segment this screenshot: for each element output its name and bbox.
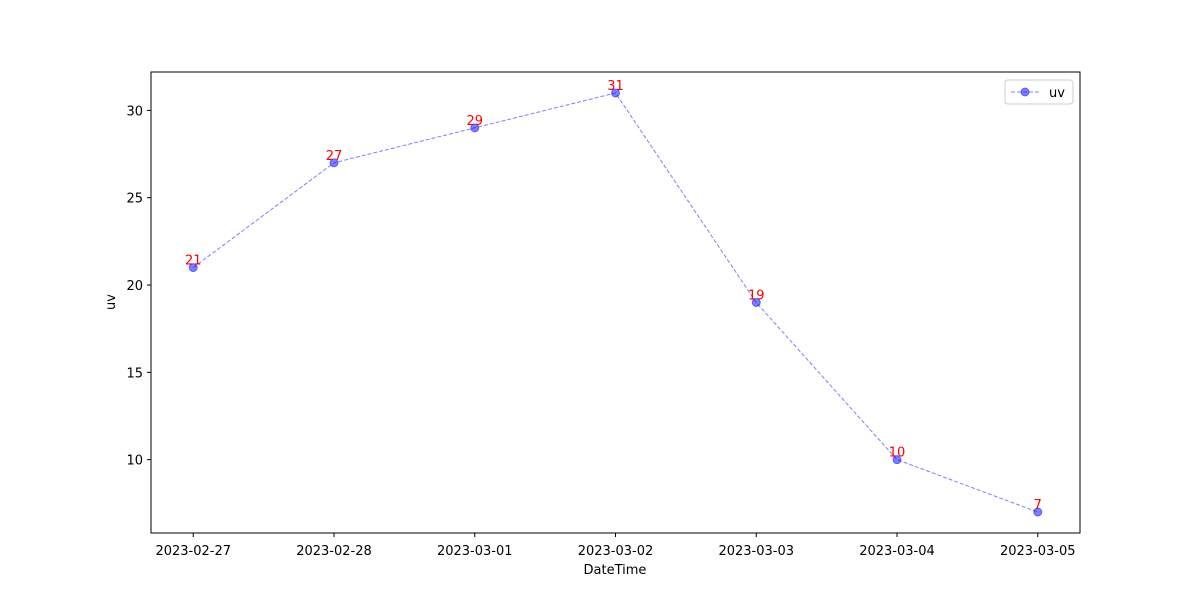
data-label: 19 — [748, 289, 765, 304]
data-label: 27 — [326, 149, 343, 164]
data-point — [470, 123, 480, 133]
x-tick-label: 2023-03-02 — [578, 544, 654, 559]
data-point — [1033, 507, 1043, 517]
x-axis-label: DateTime — [584, 563, 647, 578]
data-point — [329, 158, 339, 168]
legend-marker — [1020, 87, 1030, 97]
plot-frame — [150, 71, 1081, 534]
y-axis-label: uv — [104, 294, 119, 310]
data-label: 21 — [185, 254, 202, 269]
data-label: 29 — [466, 114, 483, 129]
y-tick-label: 30 — [126, 104, 143, 119]
data-point — [188, 263, 198, 273]
legend-label: uv — [1049, 86, 1065, 101]
x-tick-label: 2023-02-28 — [296, 544, 372, 559]
y-tick-label: 20 — [126, 279, 143, 294]
data-label: 7 — [1034, 498, 1042, 513]
data-point — [892, 455, 902, 465]
data-point — [751, 298, 761, 307]
data-label: 31 — [607, 79, 624, 94]
x-tick-label: 2023-02-27 — [155, 544, 231, 559]
x-tick-label: 2023-03-03 — [718, 544, 794, 559]
y-tick-label: 10 — [126, 454, 143, 469]
y-tick-label: 25 — [126, 192, 143, 207]
y-tick-label: 15 — [126, 366, 143, 381]
x-tick-label: 2023-03-04 — [859, 544, 935, 559]
x-tick-label: 2023-03-05 — [1000, 544, 1076, 559]
data-point — [611, 88, 620, 98]
data-label: 10 — [889, 446, 906, 461]
x-tick-label: 2023-03-01 — [437, 544, 513, 559]
